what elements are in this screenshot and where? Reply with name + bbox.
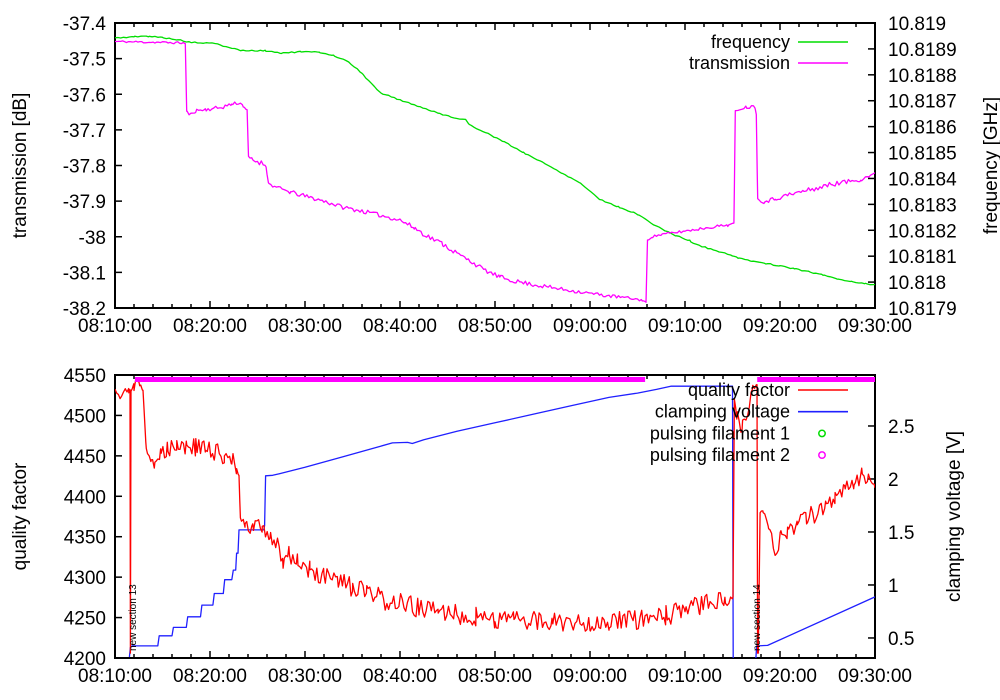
y-left-tick-label: 4200 (64, 649, 106, 670)
top-right-axis-title: frequency [GHz] (981, 97, 1000, 234)
legend-label-transmission: transmission (689, 53, 790, 73)
x-tick-label: 09:00:00 (553, 666, 627, 687)
y-left-tick-label: -37.4 (63, 14, 107, 35)
x-tick-label: 09:00:00 (553, 316, 627, 337)
legend-label-clamping-voltage: clamping voltage (655, 402, 790, 422)
series-frequency (115, 35, 875, 286)
bottom-right-axis-title: clamping voltage [V] (944, 431, 965, 602)
x-tick-label: 08:10:00 (78, 666, 152, 687)
y-right-tick-label: 2.5 (888, 417, 914, 438)
y-right-tick-label: 10.8182 (888, 221, 957, 242)
x-tick-label: 09:20:00 (743, 666, 817, 687)
y-right-tick-label: 1.5 (888, 523, 914, 544)
y-left-tick-label: 4550 (64, 366, 106, 387)
top-panel: 08:10:00 08:20:00 08:30:00 08:40:00 08:50:00… (10, 14, 1000, 337)
y-left-tick-label: -37.6 (63, 85, 106, 106)
x-tick-label: 08:20:00 (173, 666, 247, 687)
x-tick-label: 09:30:00 (838, 666, 912, 687)
x-tick-label: 09:10:00 (648, 666, 722, 687)
y-left-tick-label: -37.8 (63, 157, 106, 178)
legend-point-sample (818, 429, 826, 438)
y-right-tick-label: 10.8188 (888, 66, 957, 87)
y-right-tick-label: 10.8187 (888, 92, 957, 113)
top-ticks (114, 22, 876, 309)
x-tick-label: 09:20:00 (743, 316, 817, 337)
legend-point-sample (818, 451, 826, 460)
bottom-left-axis-title: quality factor (10, 462, 31, 570)
y-left-tick-label: 4300 (64, 568, 106, 589)
bottom-series-group (115, 376, 875, 658)
y-left-tick-label: -37.9 (63, 192, 106, 213)
series-clamping-voltage (128, 385, 875, 658)
y-right-tick-label: 2 (888, 470, 899, 491)
series-quality-factor (115, 380, 875, 654)
y-left-tick-label: -38.2 (63, 299, 106, 320)
x-tick-label: 08:50:00 (458, 666, 532, 687)
section-annotation: new section 13 (128, 584, 139, 651)
y-right-tick-label: 10.8189 (888, 40, 957, 61)
y-right-tick-label: 10.8179 (888, 299, 957, 320)
y-right-tick-label: 10.819 (888, 14, 946, 35)
top-left-axis-title: transmission [dB] (10, 93, 31, 239)
y-right-tick-label: 10.8186 (888, 118, 957, 139)
x-tick-label: 09:30:00 (838, 316, 912, 337)
x-tick-label: 08:20:00 (173, 316, 247, 337)
y-right-tick-label: 1 (888, 576, 899, 597)
legend-label-pulsing-filament-1: pulsing filament 1 (650, 423, 790, 443)
x-tick-label: 09:10:00 (648, 316, 722, 337)
legend-label-frequency: frequency (711, 32, 790, 52)
y-right-tick-label: 10.8184 (888, 169, 957, 190)
x-tick-label: 08:30:00 (268, 316, 342, 337)
bottom-panel: 08:10:00 08:20:00 08:30:00 08:40:00 08:50:00… (10, 366, 965, 687)
y-left-tick-label: -38.1 (63, 263, 106, 284)
x-tick-label: 08:40:00 (363, 666, 437, 687)
y-right-tick-label: 10.8185 (888, 144, 957, 165)
x-tick-label: 08:30:00 (268, 666, 342, 687)
y-right-tick-label: 0.5 (888, 629, 914, 650)
y-left-tick-label: 4350 (64, 528, 106, 549)
y-right-tick-label: 10.8181 (888, 247, 957, 268)
legend-label-quality-factor: quality factor (688, 380, 790, 400)
x-tick-label: 08:50:00 (458, 316, 532, 337)
x-tick-label: 08:40:00 (363, 316, 437, 337)
y-left-tick-label: 4250 (64, 609, 106, 630)
y-left-tick-label: 4450 (64, 447, 106, 468)
y-left-tick-label: -38 (79, 228, 106, 249)
y-left-tick-label: -37.5 (63, 50, 106, 71)
series-transmission (115, 40, 875, 303)
y-left-tick-label: 4400 (64, 487, 106, 508)
top-series-group (115, 35, 875, 303)
section-annotation: new section 14 (752, 584, 763, 651)
x-tick-label: 08:10:00 (78, 316, 152, 337)
y-left-tick-label: -37.7 (63, 121, 106, 142)
y-left-tick-label: 4500 (64, 406, 106, 427)
y-right-tick-label: 10.818 (888, 273, 946, 294)
legend-label-pulsing-filament-2: pulsing filament 2 (650, 445, 790, 465)
y-right-tick-label: 10.8183 (888, 195, 957, 216)
